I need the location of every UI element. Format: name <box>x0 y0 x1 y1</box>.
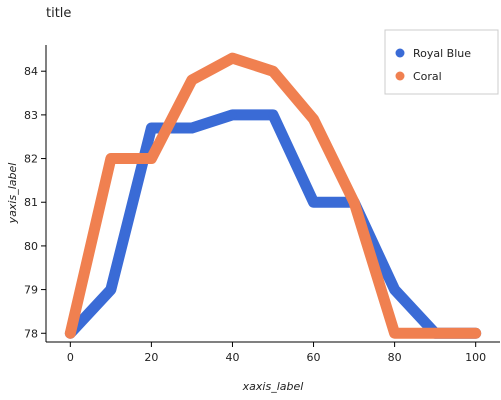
data-point-coral <box>268 66 278 76</box>
y-tick-label: 84 <box>24 65 38 78</box>
data-point-royal-blue <box>187 123 197 133</box>
y-tick-label: 79 <box>24 284 38 297</box>
legend-label-coral: Coral <box>413 70 442 83</box>
plot-area: 78 79 80 81 82 83 84 0 20 40 60 80 100 <box>24 45 500 364</box>
data-point-royal-blue <box>146 123 156 133</box>
chart-title: title <box>46 6 71 21</box>
x-tick-label: 40 <box>225 351 239 364</box>
series-coral <box>64 52 482 339</box>
data-point-coral <box>146 154 156 164</box>
data-point-coral <box>106 154 116 164</box>
legend-label-royal-blue: Royal Blue <box>413 47 471 60</box>
series-line-royal-blue <box>64 109 482 339</box>
legend-marker-royal-blue <box>395 48 405 58</box>
data-point-coral <box>390 328 400 338</box>
data-point-coral <box>187 75 197 85</box>
x-tick-label: 60 <box>307 351 321 364</box>
y-tick-label: 81 <box>24 196 38 209</box>
data-point-royal-blue <box>309 197 319 207</box>
y-axis-ticks: 78 79 80 81 82 83 84 <box>24 65 46 340</box>
x-tick-label: 100 <box>465 351 486 364</box>
data-point-coral <box>349 197 359 207</box>
y-tick-label: 82 <box>24 153 38 166</box>
y-axis-title: yaxis_label <box>6 163 19 225</box>
data-point-coral <box>471 328 481 338</box>
legend-marker-coral <box>395 71 405 81</box>
data-point-royal-blue <box>390 285 400 295</box>
legend-box <box>384 29 499 95</box>
data-point-coral <box>65 328 75 338</box>
data-point-coral <box>227 53 237 63</box>
x-tick-label: 20 <box>144 351 158 364</box>
x-axis-ticks: 0 20 40 60 80 100 <box>67 342 486 364</box>
x-tick-label: 0 <box>67 351 74 364</box>
data-point-coral <box>430 328 440 338</box>
y-tick-label: 78 <box>24 327 38 340</box>
data-point-royal-blue <box>268 110 278 120</box>
data-point-coral <box>309 114 319 124</box>
y-tick-label: 83 <box>24 109 38 122</box>
legend: Royal Blue Coral <box>384 29 499 95</box>
x-axis-title: xaxis_label <box>242 380 304 393</box>
data-point-royal-blue <box>227 110 237 120</box>
data-point-royal-blue <box>106 285 116 295</box>
series-royal-blue <box>64 109 482 339</box>
x-tick-label: 80 <box>388 351 402 364</box>
series-layer <box>64 52 482 339</box>
y-tick-label: 80 <box>24 240 38 253</box>
